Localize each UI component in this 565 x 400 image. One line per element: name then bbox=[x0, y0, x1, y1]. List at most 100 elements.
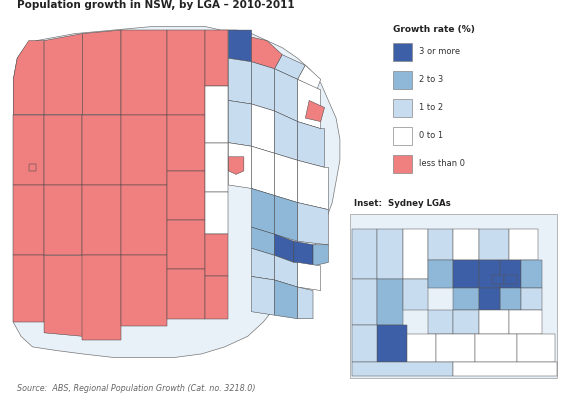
Polygon shape bbox=[251, 188, 275, 234]
Polygon shape bbox=[517, 334, 555, 362]
Text: Inset:  Sydney LGAs: Inset: Sydney LGAs bbox=[354, 199, 450, 208]
Polygon shape bbox=[275, 280, 298, 319]
Polygon shape bbox=[351, 279, 377, 325]
Polygon shape bbox=[402, 229, 428, 279]
Polygon shape bbox=[275, 69, 298, 122]
Polygon shape bbox=[377, 279, 402, 325]
Polygon shape bbox=[393, 127, 412, 145]
Polygon shape bbox=[228, 143, 251, 188]
Polygon shape bbox=[479, 260, 500, 288]
Polygon shape bbox=[82, 255, 121, 340]
Polygon shape bbox=[298, 79, 321, 129]
Polygon shape bbox=[393, 71, 412, 89]
Polygon shape bbox=[206, 234, 228, 276]
Polygon shape bbox=[44, 34, 82, 114]
Polygon shape bbox=[350, 214, 557, 378]
Polygon shape bbox=[479, 229, 509, 260]
Polygon shape bbox=[428, 229, 453, 260]
Polygon shape bbox=[251, 276, 275, 315]
Polygon shape bbox=[44, 185, 82, 255]
Polygon shape bbox=[453, 260, 479, 288]
Polygon shape bbox=[275, 255, 298, 287]
Polygon shape bbox=[377, 229, 402, 279]
Polygon shape bbox=[275, 196, 298, 241]
Polygon shape bbox=[228, 157, 244, 174]
Polygon shape bbox=[251, 146, 275, 196]
Polygon shape bbox=[206, 86, 228, 143]
Polygon shape bbox=[453, 310, 479, 334]
Text: Source:  ABS, Regional Population Growth (Cat. no. 3218.0): Source: ABS, Regional Population Growth … bbox=[17, 384, 255, 393]
Text: Population growth in NSW, by LGA – 2010-2011: Population growth in NSW, by LGA – 2010-… bbox=[17, 0, 294, 10]
Polygon shape bbox=[228, 30, 251, 62]
Polygon shape bbox=[206, 30, 228, 86]
Polygon shape bbox=[14, 26, 340, 358]
Polygon shape bbox=[121, 185, 167, 255]
Polygon shape bbox=[453, 362, 557, 376]
Polygon shape bbox=[14, 114, 44, 185]
Polygon shape bbox=[313, 245, 328, 266]
Polygon shape bbox=[82, 185, 121, 255]
Text: 3 or more: 3 or more bbox=[419, 48, 460, 56]
Polygon shape bbox=[44, 114, 82, 185]
Polygon shape bbox=[82, 30, 121, 114]
Polygon shape bbox=[479, 310, 509, 334]
Polygon shape bbox=[251, 104, 275, 153]
Polygon shape bbox=[521, 260, 542, 288]
Polygon shape bbox=[251, 37, 282, 69]
Polygon shape bbox=[298, 262, 321, 290]
Polygon shape bbox=[453, 288, 479, 310]
Polygon shape bbox=[167, 220, 206, 270]
Polygon shape bbox=[275, 234, 294, 262]
Polygon shape bbox=[167, 114, 206, 171]
Polygon shape bbox=[393, 99, 412, 117]
Polygon shape bbox=[14, 255, 44, 322]
Polygon shape bbox=[228, 58, 251, 104]
Polygon shape bbox=[294, 241, 313, 266]
Polygon shape bbox=[521, 288, 542, 310]
Polygon shape bbox=[167, 270, 206, 319]
Polygon shape bbox=[298, 202, 328, 245]
Polygon shape bbox=[508, 229, 538, 260]
Polygon shape bbox=[377, 325, 407, 362]
Polygon shape bbox=[14, 41, 44, 114]
Polygon shape bbox=[351, 229, 377, 279]
Polygon shape bbox=[351, 325, 377, 362]
Polygon shape bbox=[508, 310, 542, 334]
Polygon shape bbox=[206, 143, 228, 192]
Polygon shape bbox=[428, 260, 453, 288]
Polygon shape bbox=[437, 334, 475, 362]
Polygon shape bbox=[228, 100, 251, 146]
Polygon shape bbox=[167, 171, 206, 220]
Polygon shape bbox=[351, 362, 453, 376]
Text: 0 to 1: 0 to 1 bbox=[419, 132, 444, 140]
Polygon shape bbox=[479, 288, 500, 310]
Polygon shape bbox=[275, 111, 298, 160]
Text: less than 0: less than 0 bbox=[419, 160, 465, 168]
Polygon shape bbox=[298, 65, 321, 90]
Text: Growth rate (%): Growth rate (%) bbox=[393, 25, 475, 34]
Polygon shape bbox=[305, 100, 324, 122]
Polygon shape bbox=[500, 260, 521, 288]
Polygon shape bbox=[121, 30, 167, 114]
Polygon shape bbox=[206, 276, 228, 319]
Polygon shape bbox=[275, 153, 298, 202]
Polygon shape bbox=[251, 227, 275, 255]
Polygon shape bbox=[402, 279, 428, 310]
Polygon shape bbox=[492, 275, 505, 284]
Polygon shape bbox=[500, 288, 521, 310]
Polygon shape bbox=[298, 160, 328, 210]
Polygon shape bbox=[44, 255, 82, 336]
Polygon shape bbox=[505, 275, 517, 284]
Polygon shape bbox=[121, 114, 167, 185]
Polygon shape bbox=[275, 55, 305, 79]
Polygon shape bbox=[407, 334, 437, 362]
Polygon shape bbox=[475, 334, 517, 362]
Polygon shape bbox=[298, 122, 324, 167]
Polygon shape bbox=[251, 62, 275, 111]
Text: 2 to 3: 2 to 3 bbox=[419, 76, 444, 84]
Polygon shape bbox=[82, 114, 121, 185]
Polygon shape bbox=[393, 155, 412, 173]
Polygon shape bbox=[29, 164, 36, 171]
Polygon shape bbox=[167, 30, 206, 114]
Polygon shape bbox=[298, 287, 313, 319]
